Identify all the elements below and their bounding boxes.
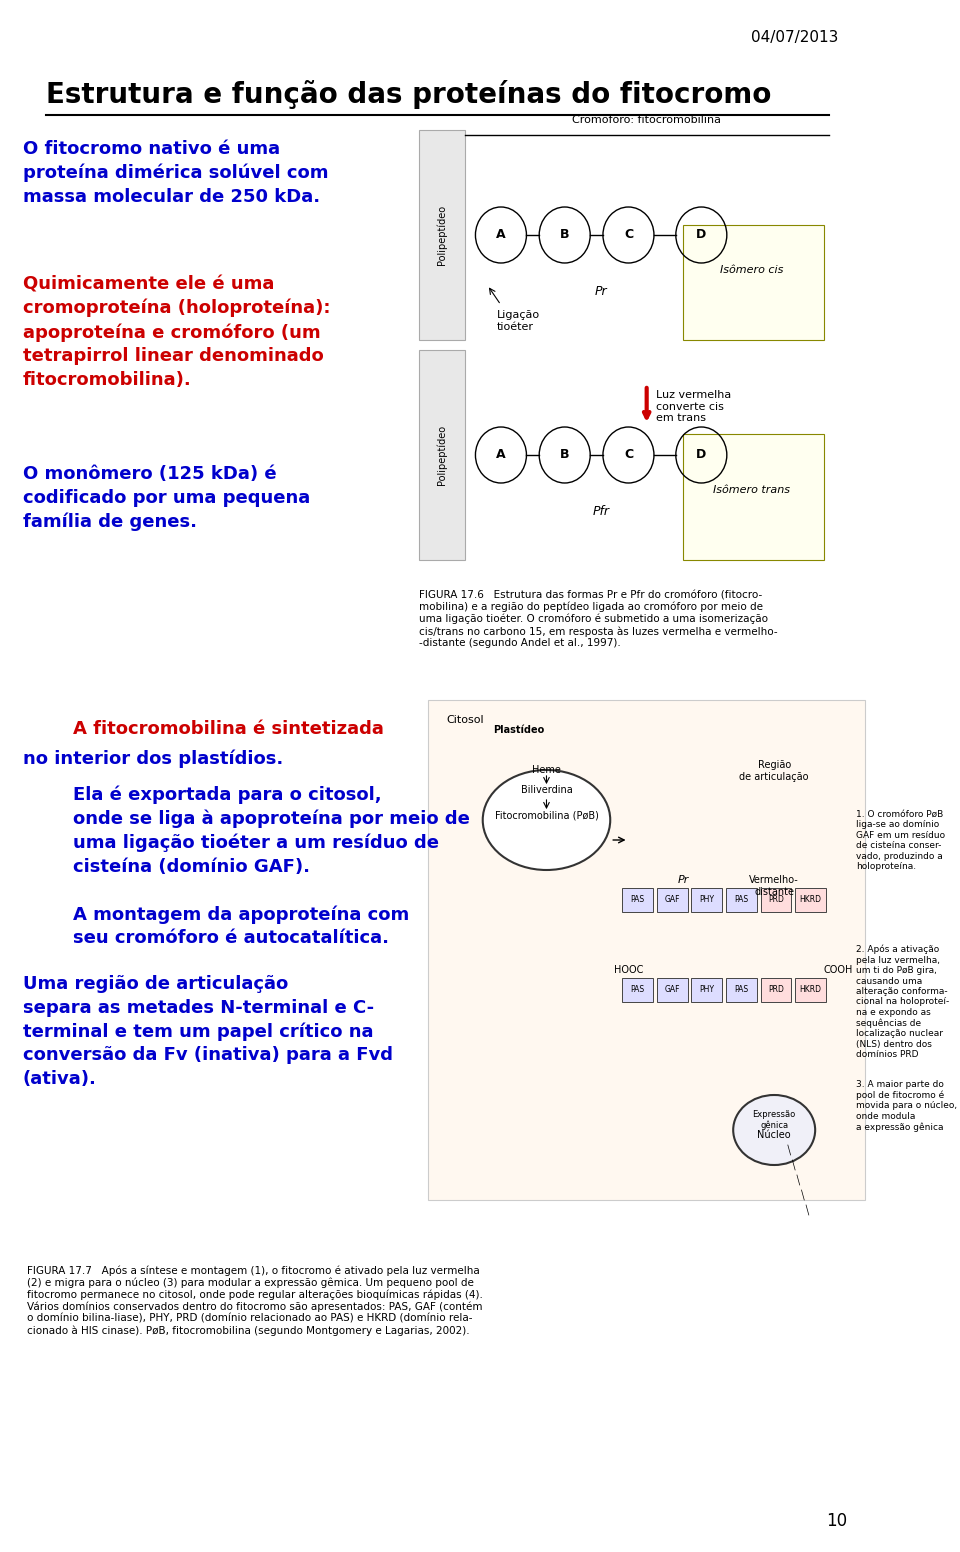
Bar [691, 978, 722, 1003]
Text: 3. A maior parte do
pool de fitocromo é
movida para o núcleo,
onde modula
a expr: 3. A maior parte do pool de fitocromo é … [856, 1080, 957, 1131]
Text: HOOC: HOOC [613, 965, 643, 975]
Bar [795, 888, 827, 913]
Bar [622, 978, 653, 1003]
Text: no interior dos plastídios.: no interior dos plastídios. [23, 750, 283, 768]
Text: A: A [496, 449, 506, 461]
Text: FIGURA 17.6   Estrutura das formas Pr e Pfr do cromóforo (fitocro-
mobilina) e a: FIGURA 17.6 Estrutura das formas Pr e Pf… [419, 590, 778, 649]
Text: Polipeptídeo: Polipeptídeo [437, 425, 447, 486]
Text: Núcleo: Núcleo [757, 1130, 791, 1141]
Text: Ela é exportada para o citosol,
onde se liga à apoproteína por meio de
uma ligaç: Ela é exportada para o citosol, onde se … [73, 785, 469, 875]
Text: Isômero cis: Isômero cis [720, 265, 783, 275]
Text: GAF: GAF [664, 986, 680, 995]
Text: Fitocromobilina (PøB): Fitocromobilina (PøB) [494, 810, 598, 819]
Text: C: C [624, 228, 633, 242]
Text: 1. O cromóforo PøB
liga-se ao domínio
GAF em um resíduo
de cisteína conser-
vado: 1. O cromóforo PøB liga-se ao domínio GA… [856, 810, 946, 871]
Bar [684, 225, 825, 340]
Text: HKRD: HKRD [800, 986, 822, 995]
Bar [760, 978, 791, 1003]
Text: 10: 10 [826, 1512, 847, 1530]
Text: Uma região de articulação
separa as metades N-terminal e C-
terminal e tem um pa: Uma região de articulação separa as meta… [23, 975, 393, 1088]
Text: Região
de articulação: Região de articulação [739, 760, 809, 782]
Text: HKRD: HKRD [800, 896, 822, 905]
Text: D: D [696, 449, 707, 461]
Text: GAF: GAF [664, 896, 680, 905]
Bar [726, 978, 756, 1003]
Text: PHY: PHY [699, 986, 714, 995]
Text: Citosol: Citosol [446, 715, 484, 725]
Text: PAS: PAS [734, 896, 749, 905]
Text: Quimicamente ele é uma
cromoproteína (holoproteína):
apoproteína e cromóforo (um: Quimicamente ele é uma cromoproteína (ho… [23, 275, 330, 390]
Bar [419, 351, 465, 560]
Text: COOH: COOH [824, 965, 852, 975]
Text: Luz vermelha
converte cis
em trans: Luz vermelha converte cis em trans [656, 390, 731, 424]
Text: A montagem da apoproteína com
seu cromóforo é autocatalítica.: A montagem da apoproteína com seu cromóf… [73, 905, 409, 947]
Text: Estrutura e função das proteínas do fitocromo: Estrutura e função das proteínas do fito… [45, 81, 771, 109]
Text: Biliverdina: Biliverdina [520, 785, 572, 795]
Bar [657, 888, 687, 913]
Text: Heme: Heme [532, 765, 561, 774]
Bar [419, 130, 465, 340]
Text: PRD: PRD [768, 896, 784, 905]
Text: Plastídeo: Plastídeo [493, 725, 544, 736]
Text: O monômero (125 kDa) é
codificado por uma pequena
família de genes.: O monômero (125 kDa) é codificado por um… [23, 466, 310, 531]
Text: Pfr: Pfr [592, 504, 610, 518]
Text: 2. Após a ativação
pela luz vermelha,
um ti do PøB gira,
causando uma
alteração : 2. Após a ativação pela luz vermelha, um… [856, 945, 949, 1058]
Text: PAS: PAS [734, 986, 749, 995]
Text: PRD: PRD [768, 986, 784, 995]
Text: 04/07/2013: 04/07/2013 [751, 29, 838, 45]
Text: PHY: PHY [699, 896, 714, 905]
Text: Ligação
tioéter: Ligação tioéter [496, 310, 540, 332]
Text: Vermelho-
distante: Vermelho- distante [750, 875, 799, 897]
Text: D: D [696, 228, 707, 242]
Text: A fitocromobilina é sintetizada: A fitocromobilina é sintetizada [73, 720, 384, 739]
Text: Pr: Pr [595, 286, 608, 298]
Text: C: C [624, 449, 633, 461]
Bar [684, 435, 825, 560]
Ellipse shape [483, 770, 611, 871]
Text: Cromóforo: fitocromobilina: Cromóforo: fitocromobilina [572, 115, 721, 126]
Text: A: A [496, 228, 506, 242]
Bar [795, 978, 827, 1003]
Text: O fitocromo nativo é uma
proteína dimérica solúvel com
massa molecular de 250 kD: O fitocromo nativo é uma proteína diméri… [23, 140, 328, 206]
Bar [428, 700, 865, 1200]
Text: B: B [560, 449, 569, 461]
Text: Pr: Pr [678, 875, 688, 885]
Text: PAS: PAS [631, 896, 644, 905]
Bar [726, 888, 756, 913]
Text: Expressão
gênica: Expressão gênica [753, 1110, 796, 1130]
Text: Polipeptídeo: Polipeptídeo [437, 205, 447, 265]
Text: B: B [560, 228, 569, 242]
Bar [760, 888, 791, 913]
Text: Isômero trans: Isômero trans [713, 484, 790, 495]
Bar [622, 888, 653, 913]
Ellipse shape [733, 1096, 815, 1166]
Bar [657, 978, 687, 1003]
Text: FIGURA 17.7   Após a síntese e montagem (1), o fitocromo é ativado pela luz verm: FIGURA 17.7 Após a síntese e montagem (1… [27, 1265, 483, 1336]
Text: PAS: PAS [631, 986, 644, 995]
Bar [691, 888, 722, 913]
